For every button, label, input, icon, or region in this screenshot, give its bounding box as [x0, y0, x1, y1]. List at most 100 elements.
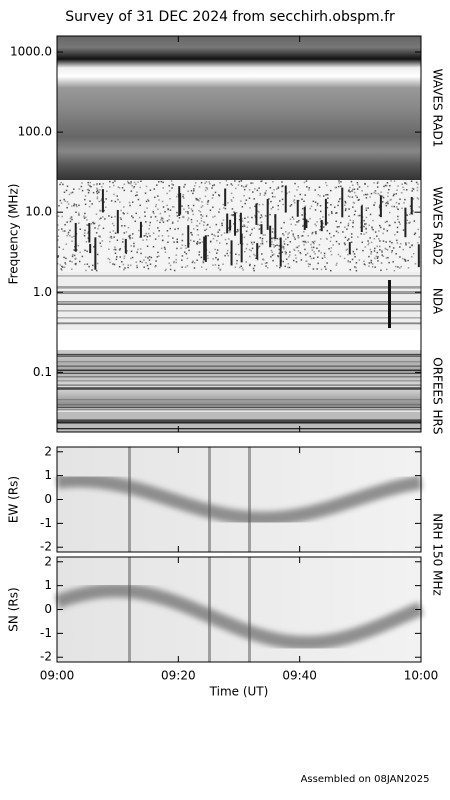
noise-dot [164, 248, 166, 250]
noise-dot [333, 206, 336, 209]
noise-dot [377, 256, 379, 258]
noise-dot [80, 185, 83, 188]
noise-dot [193, 188, 195, 190]
noise-dot [173, 269, 176, 272]
noise-dot [399, 223, 401, 225]
noise-dot [311, 233, 313, 235]
noise-dot [272, 237, 274, 239]
noise-dot [61, 215, 63, 218]
noise-dot [385, 257, 388, 259]
noise-dot [195, 197, 197, 200]
orfees-line [57, 409, 421, 411]
noise-dot [115, 256, 118, 258]
noise-dot [157, 195, 159, 197]
panel-label: WAVES RAD2 [431, 187, 445, 266]
noise-dot [254, 205, 256, 208]
noise-dot [239, 266, 241, 269]
noise-dot [96, 262, 99, 265]
noise-dot [238, 218, 241, 221]
noise-dot [211, 233, 213, 236]
noise-dot [190, 232, 193, 234]
noise-dot [182, 215, 185, 218]
noise-dot [190, 218, 193, 221]
noise-dot [238, 254, 240, 256]
noise-dot [83, 215, 85, 217]
hrs-image [57, 412, 421, 432]
noise-dot [234, 180, 236, 182]
noise-dot [337, 204, 339, 207]
noise-dot [79, 228, 82, 230]
noise-dot [164, 251, 167, 254]
noise-dot [214, 191, 217, 194]
noise-dot [99, 242, 101, 244]
y-tick-label: 10.0 [25, 205, 52, 219]
noise-dot [196, 243, 199, 245]
noise-dot [411, 187, 414, 190]
noise-dot [167, 235, 170, 237]
noise-dot [100, 199, 102, 202]
noise-dot [75, 211, 77, 213]
noise-dot [159, 212, 162, 215]
noise-dot [314, 223, 316, 225]
noise-dot [198, 222, 201, 225]
noise-dot [374, 257, 376, 260]
noise-dot [207, 223, 209, 226]
noise-dot [247, 216, 249, 219]
y-tick-label: 1 [44, 578, 52, 592]
noise-dot [301, 214, 303, 216]
noise-dot [81, 255, 84, 258]
noise-dot [87, 191, 90, 194]
burst-stripe [128, 447, 131, 552]
noise-dot [73, 188, 75, 190]
noise-dot [102, 216, 104, 218]
noise-dot [182, 195, 184, 198]
noise-dot [367, 240, 369, 242]
noise-dot [352, 220, 354, 222]
noise-dot [361, 204, 363, 207]
noise-dot [207, 257, 209, 260]
noise-dot [206, 203, 209, 205]
noise-dot [408, 242, 410, 244]
noise-dot [364, 264, 366, 266]
noise-dot [268, 198, 270, 200]
noise-dot [402, 229, 405, 231]
noise-dot [335, 220, 338, 223]
orfees-line [57, 387, 421, 389]
noise-dot [209, 241, 212, 243]
noise-dot [319, 195, 321, 197]
noise-dot [201, 241, 203, 243]
noise-dot [71, 191, 74, 194]
noise-dot [345, 249, 348, 251]
noise-dot [83, 263, 86, 266]
noise-dot [259, 192, 262, 195]
noise-dot [63, 191, 66, 194]
noise-dot [349, 261, 351, 263]
noise-dot [289, 205, 292, 207]
noise-dot [98, 200, 100, 203]
noise-dot [320, 268, 323, 271]
noise-dot [105, 198, 107, 200]
noise-dot [63, 256, 65, 259]
burst [255, 203, 258, 225]
noise-dot [320, 238, 322, 240]
noise-dot [205, 215, 208, 217]
noise-dot [347, 253, 349, 256]
noise-dot [218, 211, 220, 213]
noise-dot [410, 180, 413, 182]
noise-dot [276, 188, 278, 190]
noise-dot [327, 197, 329, 199]
noise-dot [363, 233, 365, 235]
noise-dot [379, 226, 382, 229]
noise-dot [259, 194, 261, 196]
noise-dot [358, 198, 360, 201]
noise-dot [386, 201, 388, 204]
noise-dot [200, 181, 203, 184]
panel-label: HRS [431, 410, 445, 435]
noise-dot [154, 196, 156, 199]
noise-dot [122, 263, 125, 266]
noise-dot [162, 187, 164, 189]
title: Survey of 31 DEC 2024 from secchirh.obsp… [65, 9, 395, 25]
burst [239, 212, 242, 244]
noise-dot [173, 241, 175, 243]
noise-dot [208, 183, 211, 185]
